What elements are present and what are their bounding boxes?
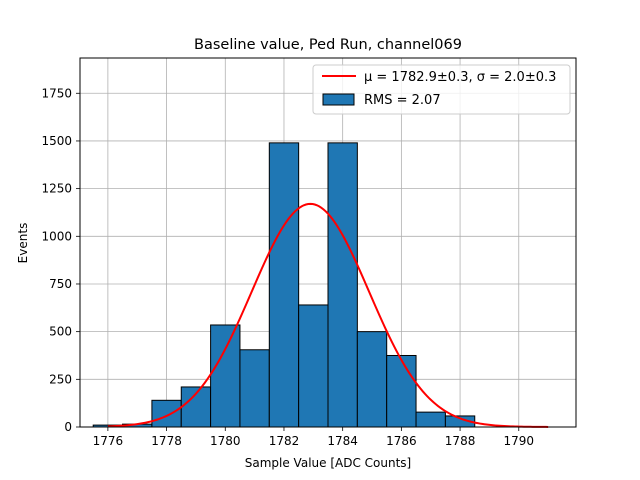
y-tick-label: 1000 (41, 229, 72, 243)
y-tick-label: 1500 (41, 134, 72, 148)
x-tick-label: 1790 (503, 434, 534, 448)
fit-curve-group (107, 202, 549, 428)
histogram-bar (415, 411, 446, 428)
x-tick-label: 1780 (210, 434, 241, 448)
histogram-bar (210, 324, 241, 428)
legend-rms-label: RMS = 2.07 (364, 93, 441, 108)
y-tick-label: 500 (49, 325, 72, 339)
histogram-bar (151, 399, 182, 428)
y-tick-label: 1250 (41, 182, 72, 196)
legend: μ = 1782.9±0.3, σ = 2.0±0.3 RMS = 2.07 (312, 64, 571, 115)
x-tick-label: 1784 (327, 434, 358, 448)
y-tick-label: 0 (64, 420, 72, 434)
gaussian-fit-curve (107, 202, 549, 428)
histogram-bar (327, 142, 358, 428)
legend-fit-label: μ = 1782.9±0.3, σ = 2.0±0.3 (364, 70, 556, 85)
x-tick-label: 1788 (445, 434, 476, 448)
y-tick-label: 250 (49, 372, 72, 386)
x-tick-label: 1776 (93, 434, 124, 448)
histogram-bar (239, 349, 270, 428)
y-axis-ticks: 0 250 500 750 1000 1250 1500 1750 (41, 86, 80, 434)
histogram-bar (298, 304, 329, 428)
x-axis-label: Sample Value [ADC Counts] (245, 456, 411, 470)
x-tick-label: 1778 (151, 434, 182, 448)
plot-frame (79, 57, 577, 428)
x-tick-label: 1782 (269, 434, 300, 448)
y-tick-label: 750 (49, 277, 72, 291)
y-axis-label: Events (16, 223, 30, 264)
x-axis-ticks: 1776 1778 1780 1782 1784 1786 1788 1790 (93, 427, 534, 448)
histogram-bar (268, 142, 300, 428)
legend-box (312, 64, 571, 115)
chart-title: Baseline value, Ped Run, channel069 (194, 37, 462, 53)
histogram-bar (386, 354, 417, 428)
legend-hist-swatch (322, 93, 355, 106)
x-tick-label: 1786 (386, 434, 417, 448)
histogram-bar (356, 331, 388, 428)
histogram-bars (92, 142, 476, 428)
y-tick-label: 1750 (41, 86, 72, 100)
